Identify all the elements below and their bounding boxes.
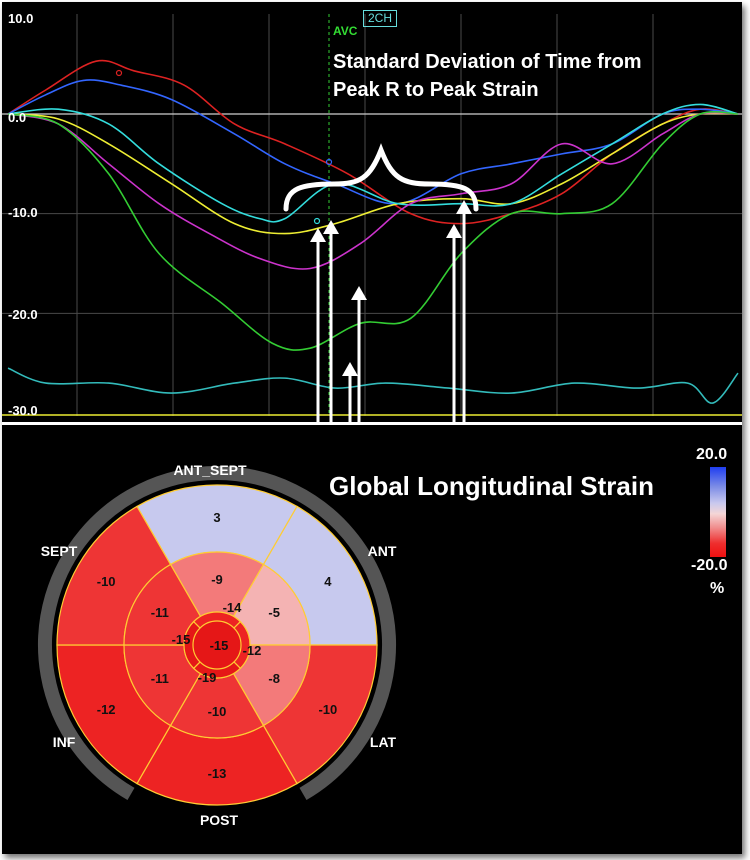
- colorbar-unit-label: %: [710, 580, 725, 597]
- bullseye-map: 3 4 -10 -13 -12 -10 -9 -5 -8 -10 -11 -11 -14 -12 -19 -1…: [38, 462, 397, 828]
- avc-marker-label: AVC: [333, 24, 358, 38]
- mid-value-label: -11: [151, 605, 169, 620]
- apex-segment: [192, 620, 242, 670]
- arrow-annotation: [310, 228, 326, 422]
- y-tick-label: -30.0: [8, 403, 38, 418]
- annotation-text: Standard Deviation of Time from Peak R t…: [333, 51, 642, 101]
- apical-value-label: -14: [223, 600, 243, 615]
- panel-divider: [2, 422, 742, 425]
- mid-value-label: -11: [151, 671, 169, 686]
- brace-annotation: [283, 143, 479, 212]
- apex-value-label: -15: [210, 638, 229, 653]
- app-frame: 10.0 0.0 -10.0 -20.0 -30.0 AVC 2CH Stand…: [2, 2, 742, 854]
- apical-value-label: -12: [243, 643, 262, 658]
- y-tick-label: -10.0: [8, 205, 38, 220]
- apical-value-label: -15: [172, 632, 191, 647]
- basal-value-label: -12: [97, 702, 116, 717]
- mid-value-label: -9: [211, 572, 223, 587]
- y-tick-label: -20.0: [8, 307, 38, 322]
- wall-label-inf: INF: [53, 734, 76, 750]
- strain-curve-6: [7, 111, 739, 351]
- y-tick-label: 10.0: [8, 11, 34, 26]
- arrow-annotation: [446, 224, 462, 422]
- strain-curve-7: [7, 367, 739, 404]
- colorbar-max-label: 20.0: [696, 446, 728, 463]
- avc-point-marker: [313, 217, 321, 225]
- strain-curve-5: [7, 111, 739, 270]
- arrow-annotation: [351, 286, 367, 422]
- strain-curve-3: [7, 112, 739, 235]
- apical-value-label: -19: [198, 670, 217, 685]
- basal-value-label: -10: [97, 574, 116, 589]
- basal-value-label: 4: [324, 574, 332, 589]
- mid-value-label: -8: [268, 671, 280, 686]
- wall-label-ant_sept: ANT_SEPT: [173, 462, 247, 478]
- basal-value-label: -10: [318, 702, 337, 717]
- colorbar: [710, 467, 726, 557]
- arrow-annotation: [456, 200, 472, 422]
- wall-label-sept: SEPT: [41, 543, 78, 559]
- mid-value-label: -5: [268, 605, 280, 620]
- colorbar-min-label: -20.0: [691, 557, 728, 574]
- wall-label-lat: LAT: [370, 734, 397, 750]
- strain-curve-4: [7, 103, 739, 223]
- strain-curve-plot: [2, 14, 742, 422]
- basal-value-label: 3: [213, 510, 220, 525]
- avc-point-marker: [325, 158, 333, 166]
- mid-value-label: -10: [208, 704, 227, 719]
- avc-point-marker: [115, 69, 123, 77]
- basal-value-label: -13: [208, 766, 227, 781]
- y-tick-label: 0.0: [8, 110, 27, 125]
- wall-label-post: POST: [200, 812, 239, 828]
- gls-title: Global Longitudinal Strain: [329, 471, 654, 501]
- wall-label-ant: ANT: [368, 543, 397, 559]
- bullseye-panel: 3 4 -10 -13 -12 -10 -9 -5 -8 -10 -11 -11 -14 -12 -19 -1…: [2, 425, 742, 854]
- view-badge: 2CH: [363, 10, 398, 27]
- bullseye-rim: [38, 466, 396, 801]
- arrow-annotation: [323, 220, 339, 422]
- arrow-annotation: [342, 362, 358, 422]
- strain-curve-2: [7, 79, 739, 205]
